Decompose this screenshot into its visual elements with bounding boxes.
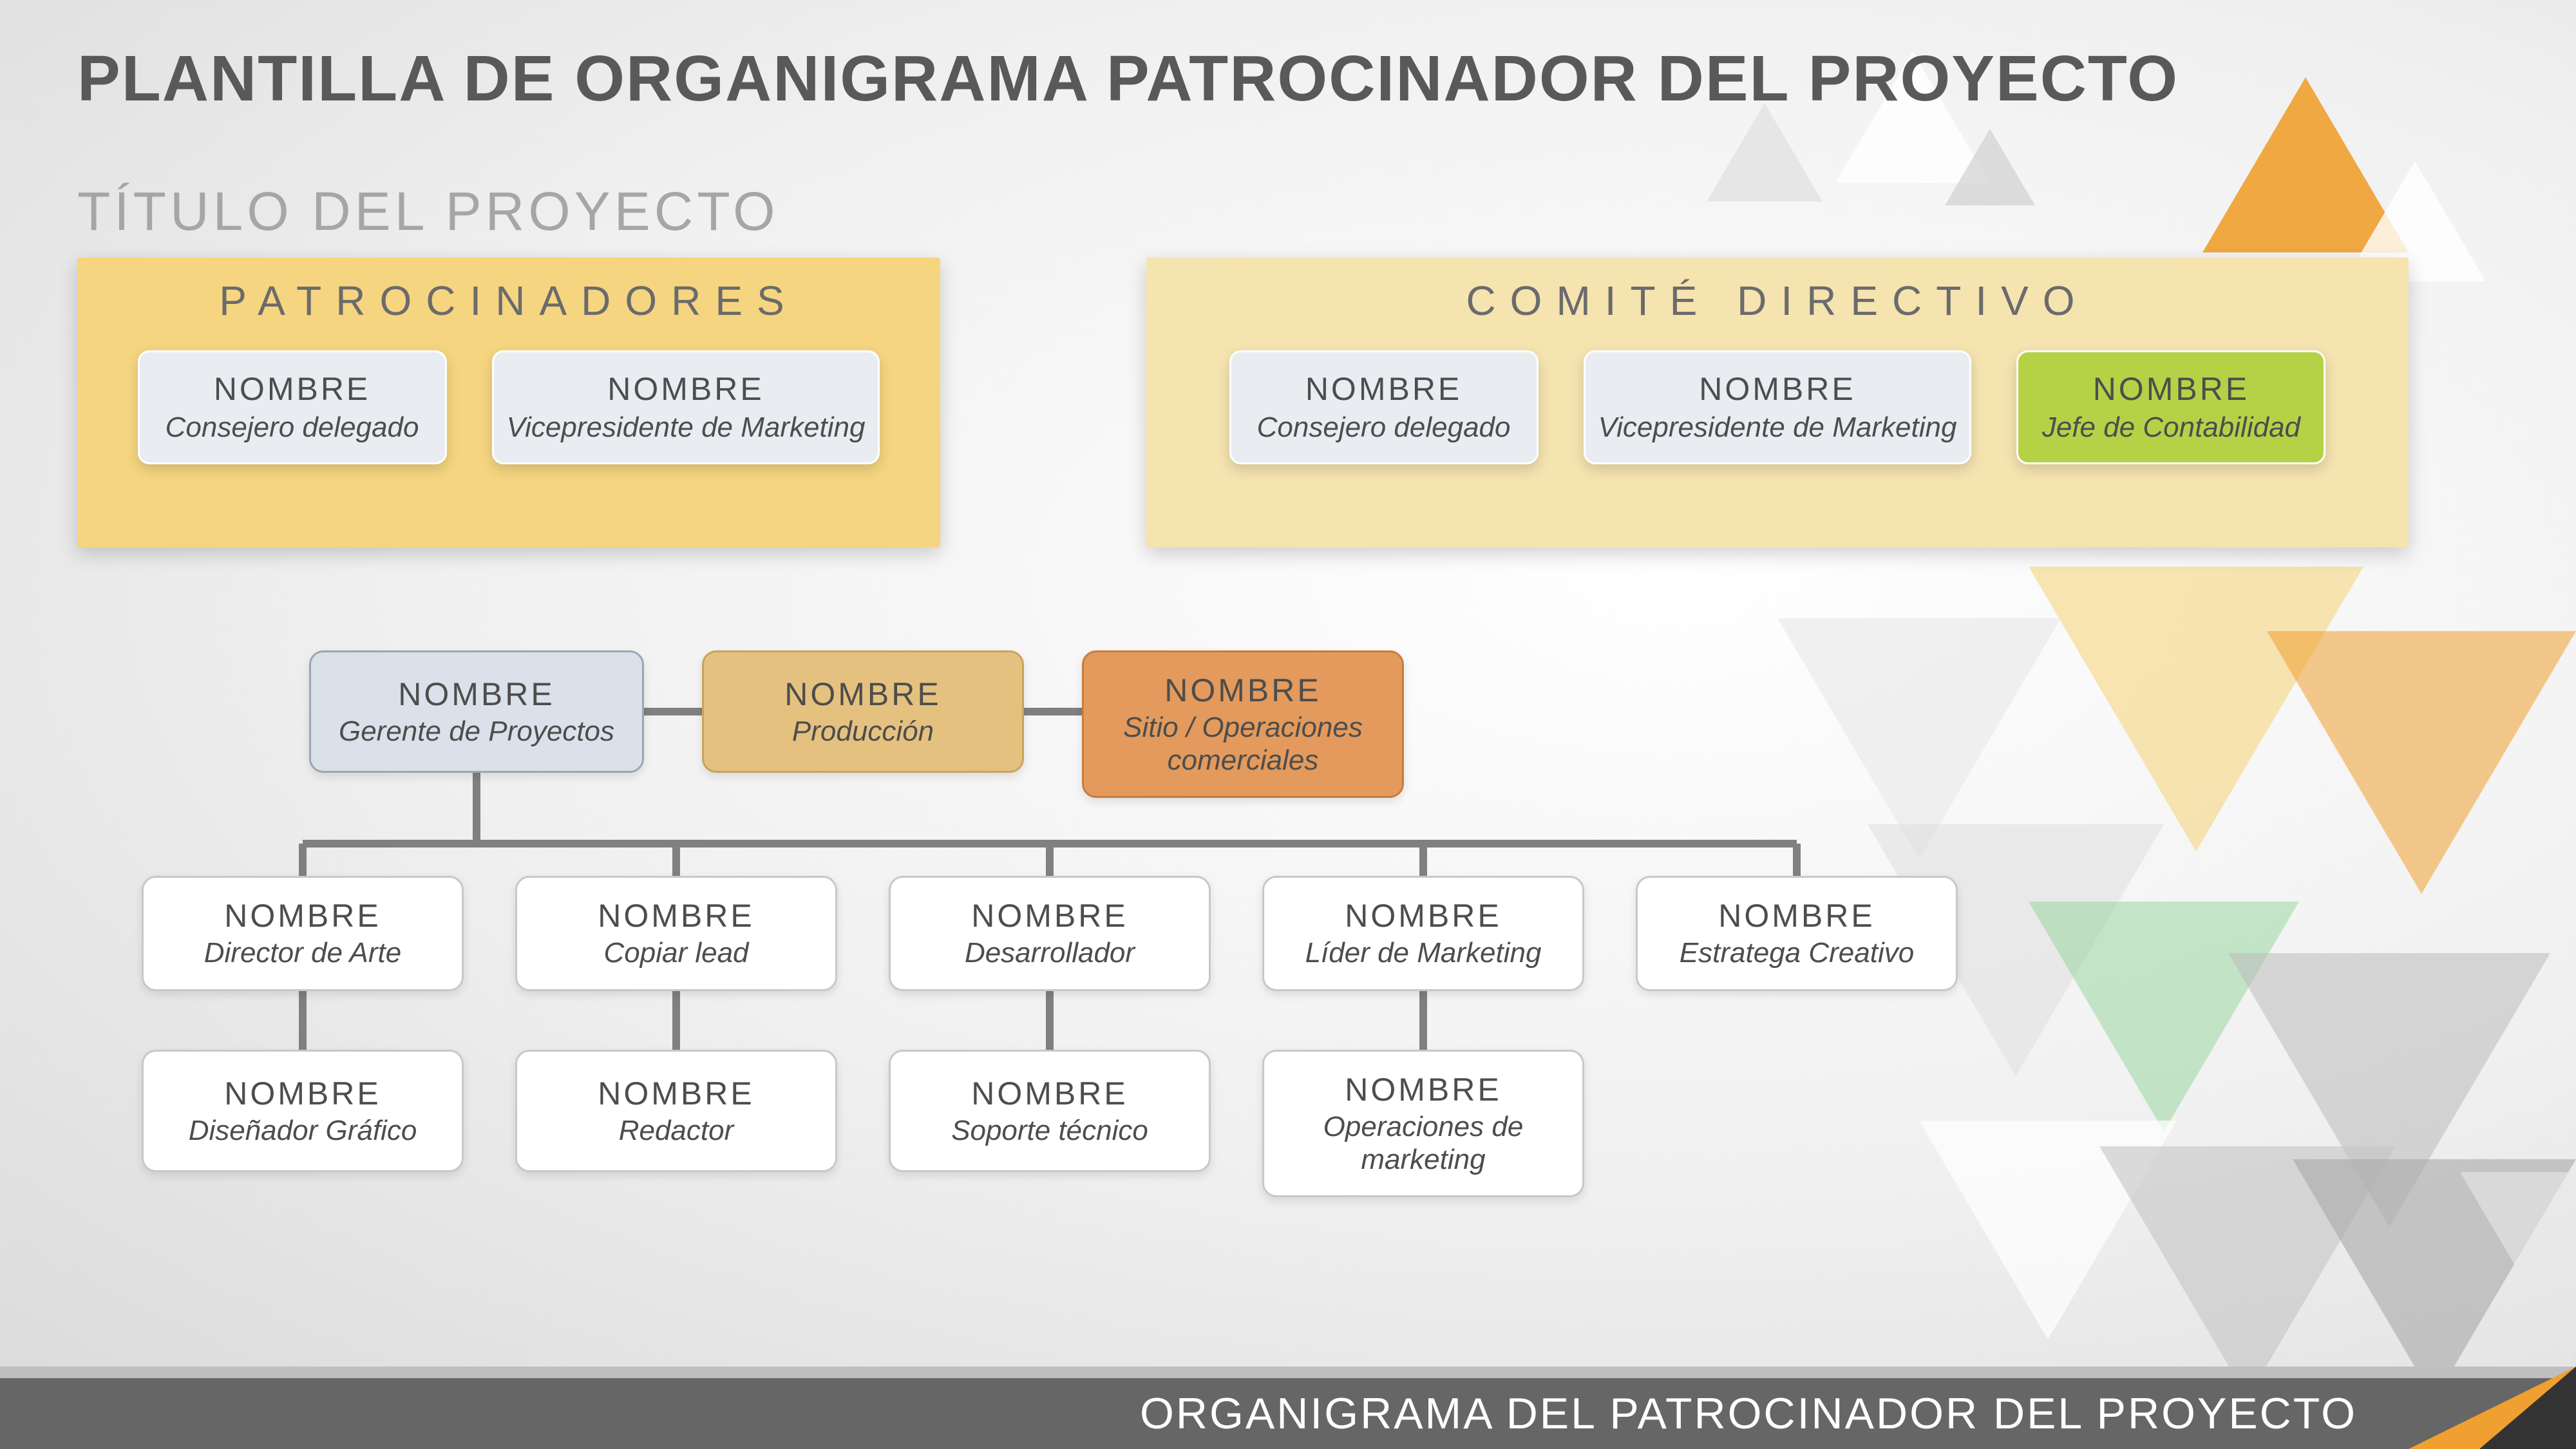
org-node-name: NOMBRE (717, 676, 1009, 713)
org-node: NOMBREOperaciones de marketing (1262, 1050, 1584, 1197)
person-card: NOMBRE Consejero delegado (138, 350, 447, 464)
card-role: Jefe de Contabilidad (2031, 412, 2311, 444)
org-node: NOMBRESitio / Operaciones comerciales (1082, 650, 1404, 798)
triangle-decor (1945, 129, 2035, 205)
org-node-name: NOMBRE (1651, 897, 1943, 934)
org-node: NOMBRERedactor (515, 1050, 837, 1172)
org-node: NOMBREGerente de Proyectos (309, 650, 644, 773)
org-node: NOMBREDesarrollador (889, 876, 1211, 991)
org-node-name: NOMBRE (530, 897, 822, 934)
org-node-role: Diseñador Gráfico (156, 1115, 449, 1148)
card-name: NOMBRE (2031, 370, 2311, 408)
org-node: NOMBRESoporte técnico (889, 1050, 1211, 1172)
org-node-name: NOMBRE (1277, 897, 1569, 934)
org-node: NOMBREProducción (702, 650, 1024, 773)
org-node: NOMBREEstratega Creativo (1636, 876, 1958, 991)
org-node-name: NOMBRE (904, 897, 1196, 934)
card-role: Vicepresidente de Marketing (1598, 412, 1957, 444)
org-node: NOMBRECopiar lead (515, 876, 837, 991)
card-role: Consejero delegado (153, 412, 432, 444)
org-node: NOMBREDirector de Arte (142, 876, 464, 991)
footer-accent-dark (2479, 1367, 2576, 1449)
card-name: NOMBRE (507, 370, 866, 408)
person-card: NOMBRE Jefe de Contabilidad (2016, 350, 2325, 464)
footer-divider (0, 1367, 2576, 1378)
committee-header: COMITÉ DIRECTIVO (1172, 277, 2383, 325)
card-name: NOMBRE (1244, 370, 1524, 408)
org-node-name: NOMBRE (156, 1075, 449, 1112)
subtitle: TÍTULO DEL PROYECTO (77, 180, 779, 243)
card-name: NOMBRE (1598, 370, 1957, 408)
person-card: NOMBRE Consejero delegado (1229, 350, 1539, 464)
org-node-role: Estratega Creativo (1651, 937, 1943, 970)
committee-panel: COMITÉ DIRECTIVO NOMBRE Consejero delegad… (1146, 258, 2409, 547)
org-node-role: Gerente de Proyectos (324, 715, 629, 748)
org-node-name: NOMBRE (156, 897, 449, 934)
org-node-role: Redactor (530, 1115, 822, 1148)
person-card: NOMBRE Vicepresidente de Marketing (492, 350, 880, 464)
sponsors-panel: PATROCINADORES NOMBREConsejero delegadoN… (77, 258, 940, 547)
org-node-role: Copiar lead (530, 937, 822, 970)
org-node-name: NOMBRE (1097, 672, 1389, 709)
org-node-name: NOMBRE (904, 1075, 1196, 1112)
footer-text: ORGANIGRAMA DEL PATROCINADOR DEL PROYECT… (1140, 1388, 2357, 1439)
org-node-role: Sitio / Operaciones comerciales (1097, 712, 1389, 777)
org-node: NOMBREDiseñador Gráfico (142, 1050, 464, 1172)
org-node-role: Producción (717, 715, 1009, 748)
org-node-role: Desarrollador (904, 937, 1196, 970)
card-role: Vicepresidente de Marketing (507, 412, 866, 444)
sponsors-header: PATROCINADORES (103, 277, 914, 325)
person-card: NOMBRE Vicepresidente de Marketing (1584, 350, 1972, 464)
card-name: NOMBRE (153, 370, 432, 408)
org-node-role: Director de Arte (156, 937, 449, 970)
org-node-role: Operaciones de marketing (1277, 1111, 1569, 1176)
org-node-name: NOMBRE (324, 676, 629, 713)
org-node: NOMBRELíder de Marketing (1262, 876, 1584, 991)
org-node-name: NOMBRE (530, 1075, 822, 1112)
card-role: Consejero delegado (1244, 412, 1524, 444)
triangle-decor (1707, 103, 1823, 202)
org-node-name: NOMBRE (1277, 1071, 1569, 1108)
footer-bar: ORGANIGRAMA DEL PATROCINADOR DEL PROYECT… (0, 1378, 2576, 1449)
org-node-role: Líder de Marketing (1277, 937, 1569, 970)
page-title: PLANTILLA DE ORGANIGRAMA PATROCINADOR DE… (77, 45, 2179, 113)
org-node-role: Soporte técnico (904, 1115, 1196, 1148)
